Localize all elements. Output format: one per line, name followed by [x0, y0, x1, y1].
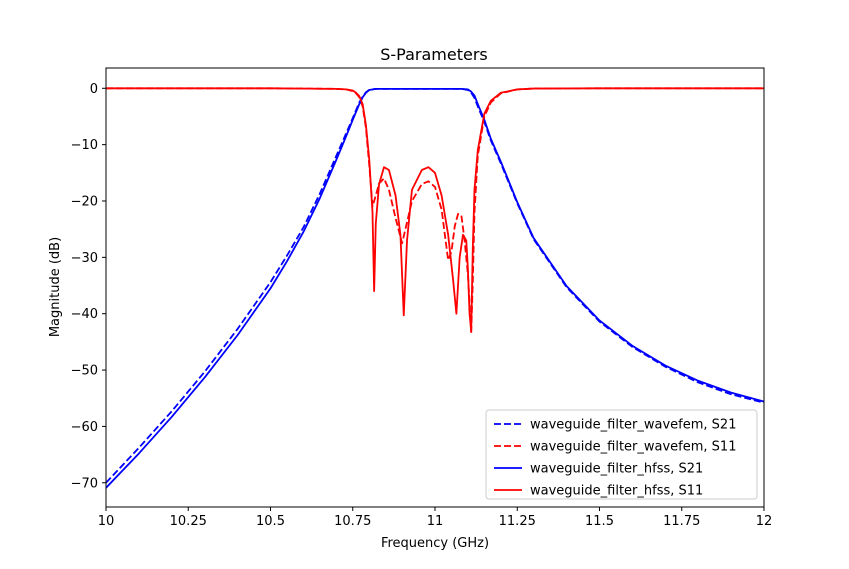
x-tick-label: 12: [756, 514, 773, 529]
legend-label-1: waveguide_filter_wavefem, S21: [530, 418, 736, 433]
x-tick-label: 11.25: [499, 514, 536, 529]
y-tick-label: −40: [71, 307, 98, 322]
x-tick-label: 11.5: [585, 514, 614, 529]
x-axis: 10 10.25 10.5 10.75 11 11.25 11.5 11.75 12: [98, 507, 773, 529]
y-axis: 0 −10 −20 −30 −40 −50 −60 −70: [71, 82, 106, 491]
legend-label-2: waveguide_filter_wavefem, S11: [530, 440, 736, 455]
y-tick-label: −10: [71, 138, 98, 153]
y-axis-label: Magnitude (dB): [48, 237, 63, 337]
legend-box: [485, 409, 758, 500]
x-tick-label: 11.75: [663, 514, 700, 529]
series-line-3: [106, 87, 764, 489]
y-tick-label: −70: [71, 476, 98, 491]
chart-title: S-Parameters: [380, 45, 488, 64]
x-tick-label: 11: [427, 514, 444, 529]
x-axis-label: Frequency (GHz): [381, 536, 489, 551]
series-line-4: [106, 87, 764, 332]
legend-label-4: waveguide_filter_hfss, S11: [530, 484, 703, 499]
x-tick-label: 10.5: [256, 514, 285, 529]
y-tick-label: −30: [71, 251, 98, 266]
y-tick-label: −50: [71, 364, 98, 379]
legend-label-3: waveguide_filter_hfss, S21: [530, 462, 703, 477]
x-tick-label: 10: [98, 514, 115, 529]
series-layer: [106, 87, 764, 489]
y-tick-label: 0: [90, 82, 98, 97]
y-tick-label: −60: [71, 420, 98, 435]
x-tick-label: 10.25: [170, 514, 207, 529]
legend: waveguide_filter_wavefem, S21 waveguide_f…: [485, 409, 758, 500]
x-tick-label: 10.75: [334, 514, 371, 529]
y-tick-label: −20: [71, 194, 98, 209]
